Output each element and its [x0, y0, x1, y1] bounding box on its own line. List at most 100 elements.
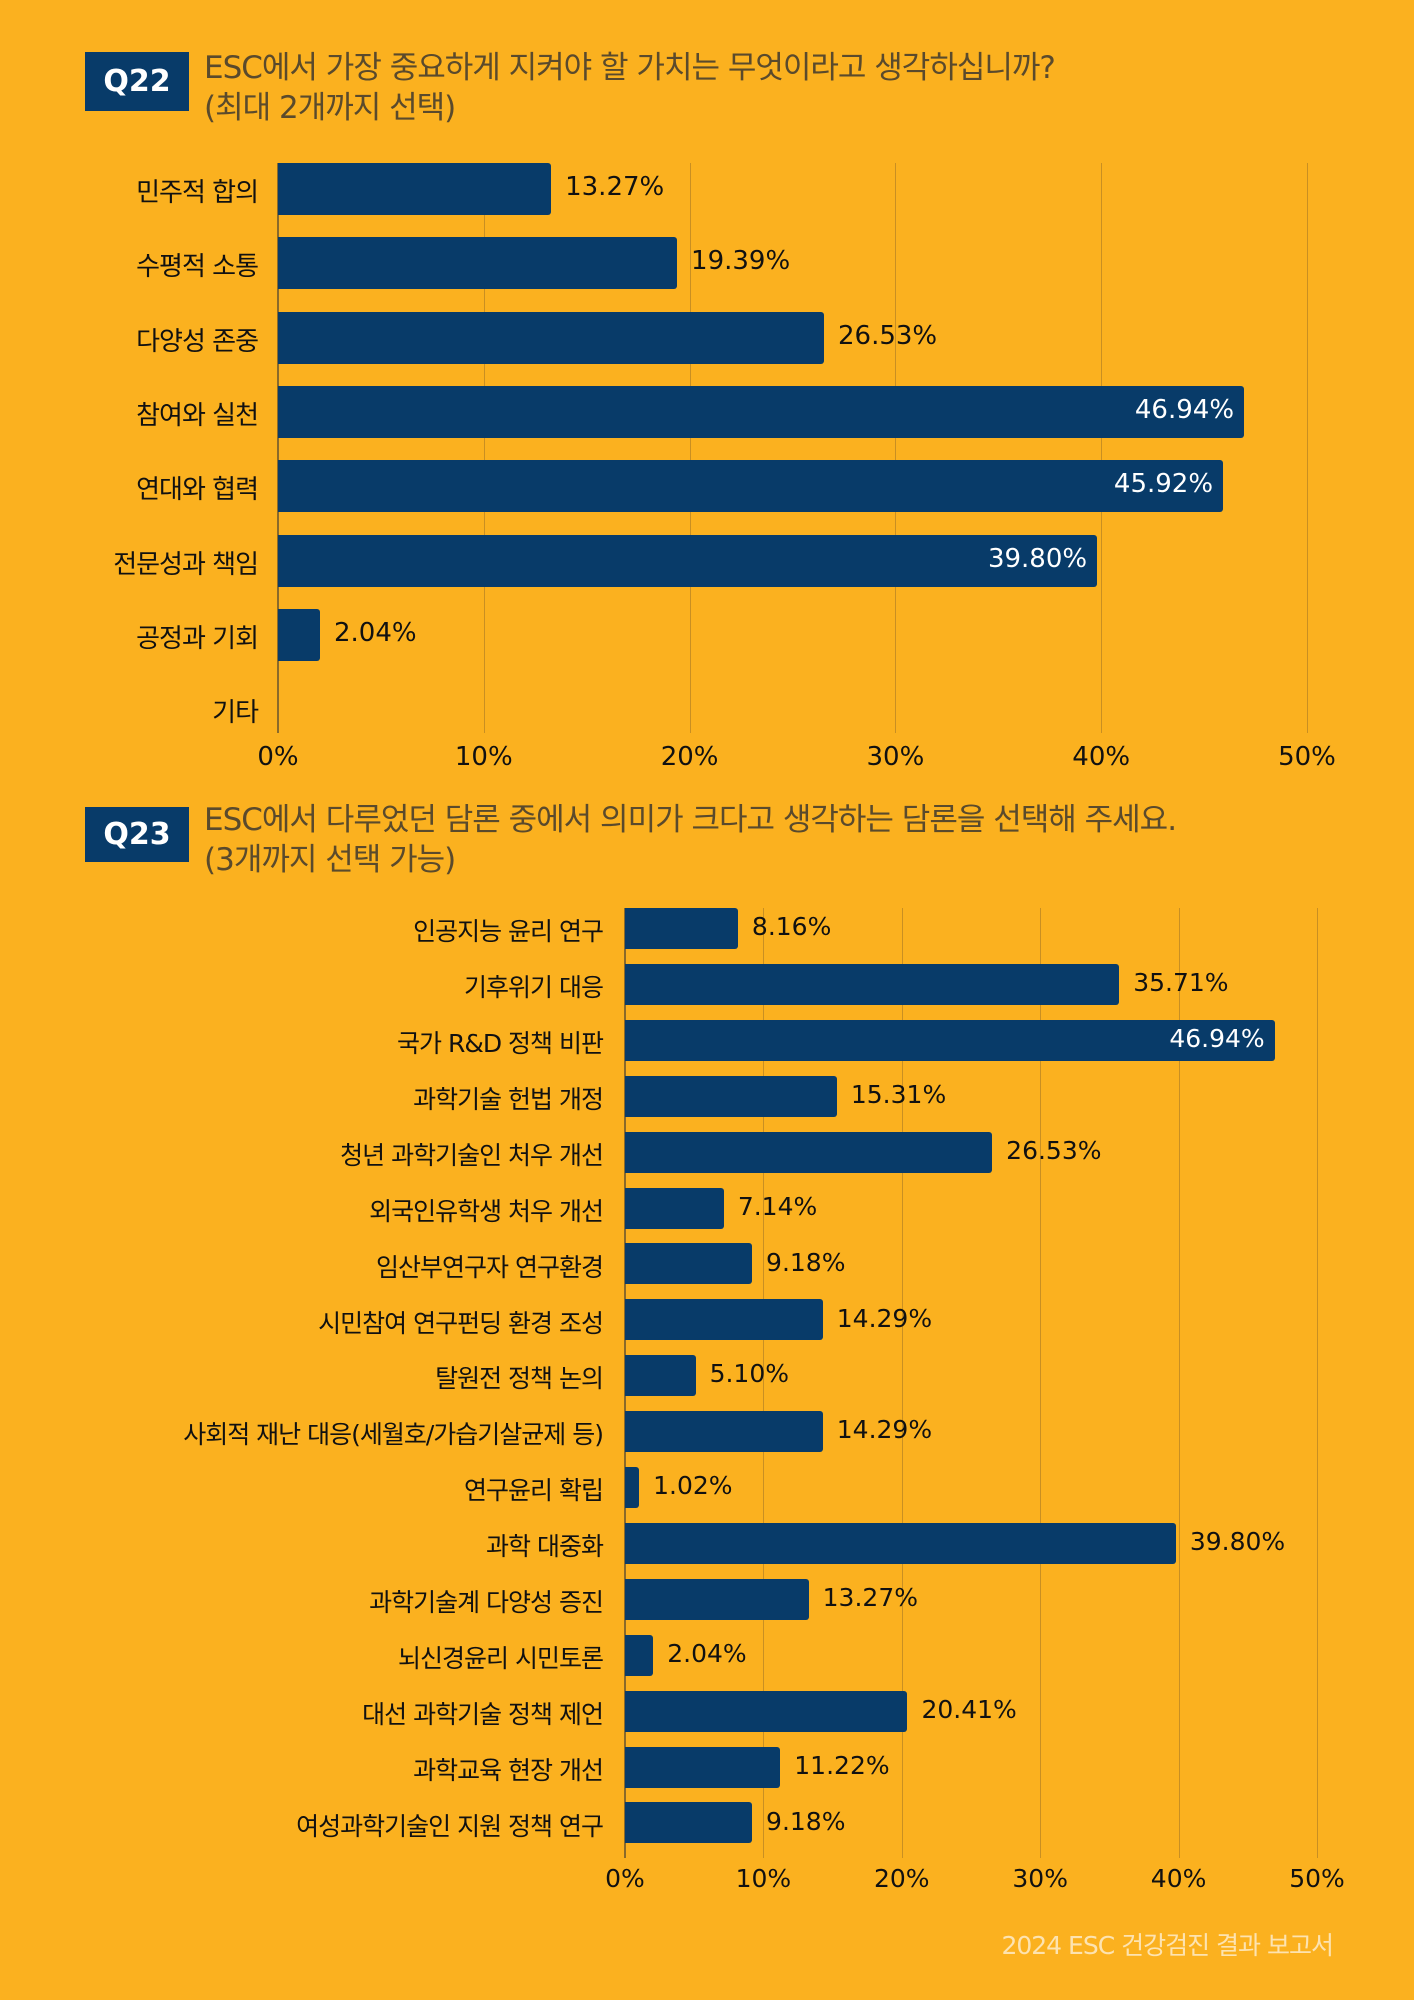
- data-label: 26.53%: [1006, 1135, 1102, 1165]
- q23-title-line1: ESC에서 다루었던 담론 중에서 의미가 크다고 생각하는 담론을 선택해 주…: [204, 802, 1177, 838]
- q22-title: ESC에서 가장 중요하게 지켜야 할 가치는 무엇이라고 생각하십니까? (최…: [204, 48, 1056, 128]
- q22-title-line2: (최대 2개까지 선택): [204, 90, 456, 126]
- gridline: [689, 163, 691, 733]
- x-tick-label: 30%: [1012, 1864, 1068, 1893]
- bar: [625, 1299, 823, 1341]
- category-label: 기타: [212, 698, 259, 729]
- gridline: [483, 163, 485, 733]
- data-label: 15.31%: [850, 1079, 947, 1109]
- bar: [625, 1522, 1176, 1564]
- category-label: 수평적 소통: [136, 252, 259, 283]
- gridline: [1178, 908, 1180, 1858]
- bar: [625, 1131, 993, 1173]
- q23-title-line2: (3개까지 선택 가능): [204, 842, 456, 878]
- category-label: 연대와 협력: [136, 475, 259, 506]
- category-label: 과학교육 현장 개선: [413, 1755, 604, 1785]
- category-label: 연구윤리 확립: [464, 1476, 604, 1506]
- bar: [625, 1243, 753, 1285]
- bar: [625, 1634, 654, 1676]
- category-label: 뇌신경윤리 시민토론: [398, 1643, 604, 1673]
- category-label: 대선 과학기술 정책 제언: [362, 1699, 604, 1729]
- data-label: 7.14%: [737, 1191, 818, 1221]
- data-label: 13.27%: [565, 172, 665, 203]
- bar: [625, 963, 1120, 1005]
- gridline: [901, 908, 903, 1858]
- x-tick-label: 30%: [866, 742, 925, 772]
- bar: [278, 237, 678, 290]
- data-label: 45.92%: [1113, 469, 1214, 500]
- q23-title: ESC에서 다루었던 담론 중에서 의미가 크다고 생각하는 담론을 선택해 주…: [204, 800, 1177, 880]
- gridline: [1307, 163, 1308, 733]
- x-tick-label: 40%: [1072, 742, 1131, 772]
- bar: [625, 1411, 823, 1453]
- data-label: 1.02%: [653, 1471, 733, 1501]
- data-label: 19.39%: [691, 246, 791, 277]
- data-label: 26.53%: [837, 320, 938, 351]
- gridline: [1317, 908, 1318, 1858]
- data-label: 5.10%: [709, 1359, 789, 1389]
- bar: [625, 1355, 696, 1397]
- data-label: 9.18%: [766, 1247, 846, 1277]
- data-label: 8.16%: [751, 912, 832, 942]
- category-label: 임산부연구자 연구환경: [376, 1252, 604, 1282]
- bar: [278, 163, 552, 215]
- category-label: 시민참여 연구펀딩 환경 조성: [318, 1308, 604, 1338]
- x-tick-label: 50%: [1289, 1864, 1345, 1893]
- data-label: 35.71%: [1133, 968, 1229, 998]
- bar: [625, 1746, 781, 1788]
- bar: [625, 1802, 753, 1844]
- data-label: 2.04%: [333, 617, 417, 648]
- category-label: 과학 대중화: [486, 1532, 604, 1562]
- category-label: 탈원전 정책 논의: [435, 1364, 604, 1394]
- y-axis-line: [277, 163, 279, 733]
- data-label: 13.27%: [822, 1583, 918, 1613]
- bar: [278, 460, 1224, 513]
- category-label: 참여와 실천: [136, 401, 259, 431]
- data-label: 39.80%: [1189, 1527, 1286, 1557]
- category-label: 여성과학기술인 지원 정책 연구: [296, 1811, 604, 1841]
- category-label: 인공지능 윤리 연구: [413, 917, 604, 947]
- data-label: 39.80%: [987, 543, 1088, 574]
- q22-badge: Q22: [85, 52, 189, 111]
- category-label: 전문성과 책임: [113, 549, 259, 580]
- data-label: 14.29%: [836, 1303, 933, 1333]
- x-tick-label: 0%: [605, 1864, 645, 1893]
- bar: [625, 1467, 640, 1508]
- data-label: 11.22%: [794, 1750, 890, 1780]
- q23-badge: Q23: [85, 807, 189, 862]
- x-tick-label: 10%: [454, 742, 513, 772]
- category-label: 과학기술 헌법 개정: [413, 1084, 604, 1114]
- gridline: [763, 908, 765, 1858]
- data-label: 14.29%: [836, 1415, 933, 1445]
- x-tick-label: 20%: [874, 1864, 930, 1893]
- data-label: 2.04%: [667, 1638, 747, 1668]
- x-tick-label: 20%: [660, 742, 719, 772]
- category-label: 과학기술계 다양성 증진: [369, 1588, 604, 1618]
- x-tick-label: 0%: [257, 742, 299, 772]
- data-label: 20.41%: [921, 1694, 1017, 1724]
- category-label: 다양성 존중: [136, 326, 259, 357]
- bar: [625, 1019, 1275, 1061]
- data-label: 9.18%: [766, 1806, 846, 1836]
- data-label: 46.94%: [1169, 1024, 1265, 1054]
- x-tick-label: 40%: [1150, 1864, 1207, 1893]
- x-tick-label: 50%: [1278, 742, 1336, 772]
- category-label: 청년 과학기술인 처우 개선: [340, 1140, 604, 1170]
- category-label: 기후위기 대응: [464, 973, 604, 1003]
- category-label: 외국인유학생 처우 개선: [369, 1196, 604, 1226]
- bar: [278, 534, 1098, 587]
- gridline: [895, 163, 897, 733]
- report-footer: 2024 ESC 건강검진 결과 보고서: [1001, 1931, 1334, 1960]
- bar: [625, 908, 738, 949]
- bar: [625, 1690, 908, 1732]
- bar: [625, 1075, 837, 1117]
- category-label: 공정과 기회: [136, 623, 259, 654]
- x-tick-label: 10%: [735, 1864, 792, 1893]
- gridline: [1040, 908, 1042, 1858]
- gridline: [1101, 163, 1103, 733]
- category-label: 국가 R&D 정책 비판: [397, 1029, 604, 1059]
- category-label: 사회적 재난 대응(세월호/가습기살균제 등): [183, 1420, 604, 1450]
- data-label: 46.94%: [1134, 395, 1235, 425]
- bar: [278, 311, 824, 364]
- bar: [625, 1578, 809, 1620]
